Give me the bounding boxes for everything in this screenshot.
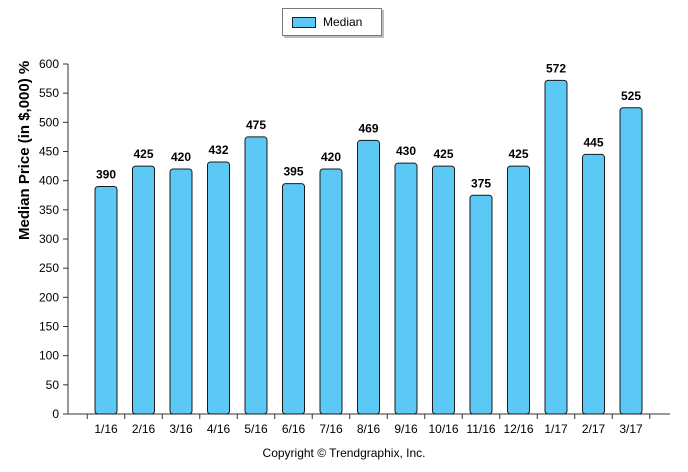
y-tick-label: 400 xyxy=(39,174,59,188)
bar xyxy=(244,136,268,415)
bar xyxy=(394,162,418,415)
y-tick-label: 50 xyxy=(46,378,60,392)
x-tick-label: 4/16 xyxy=(207,422,231,436)
x-tick-label: 8/16 xyxy=(357,422,381,436)
data-label: 430 xyxy=(396,144,416,158)
y-tick-label: 200 xyxy=(39,290,59,304)
x-tick-label: 6/16 xyxy=(282,422,306,436)
data-label: 375 xyxy=(471,176,491,190)
x-tick-label: 1/16 xyxy=(94,422,118,436)
legend-swatch-median xyxy=(292,17,316,28)
data-label: 390 xyxy=(96,168,116,182)
legend-label-median: Median xyxy=(323,15,363,29)
y-tick-label: 500 xyxy=(39,115,59,129)
bar xyxy=(357,139,380,415)
bar xyxy=(619,107,643,415)
bar xyxy=(94,186,118,415)
x-tick-label: 9/16 xyxy=(394,422,418,436)
data-label: 395 xyxy=(283,165,303,179)
data-label: 425 xyxy=(433,147,453,161)
bar xyxy=(282,183,305,415)
copyright-text: Copyright © Trendgraphix, Inc. xyxy=(262,446,426,460)
x-tick-label: 2/17 xyxy=(582,422,606,436)
x-tick-label: 11/16 xyxy=(466,422,495,436)
y-axis-label: Median Price (in $,000) % xyxy=(16,60,33,240)
x-tick-label: 10/16 xyxy=(428,422,458,436)
bar xyxy=(207,161,230,415)
y-tick-label: 300 xyxy=(39,232,59,246)
data-label: 420 xyxy=(321,150,341,164)
bar xyxy=(469,194,493,415)
data-label: 525 xyxy=(621,89,641,103)
x-tick-label: 5/16 xyxy=(244,422,268,436)
data-label: 572 xyxy=(546,61,566,75)
bar xyxy=(582,153,605,415)
x-tick-label: 3/17 xyxy=(619,422,643,436)
bar xyxy=(507,165,530,415)
data-label: 469 xyxy=(358,121,378,135)
y-tick-label: 350 xyxy=(39,203,59,217)
x-tick-label: 7/16 xyxy=(319,422,343,436)
y-tick-label: 450 xyxy=(39,145,59,159)
x-tick-label: 12/16 xyxy=(503,422,533,436)
y-tick-label: 0 xyxy=(52,407,59,421)
y-tick-label: 150 xyxy=(39,320,59,334)
y-tick-label: 250 xyxy=(39,261,59,275)
y-tick-label: 100 xyxy=(39,349,59,363)
bar xyxy=(319,168,343,415)
bar xyxy=(544,79,568,415)
x-tick-label: 2/16 xyxy=(132,422,156,436)
x-tick-label: 1/17 xyxy=(544,422,568,436)
bar xyxy=(169,168,193,415)
legend: Median xyxy=(282,8,382,36)
y-tick-label: 600 xyxy=(39,57,59,71)
y-tick-label: 550 xyxy=(39,86,59,100)
data-label: 432 xyxy=(208,143,228,157)
x-tick-label: 3/16 xyxy=(169,422,193,436)
bar xyxy=(132,165,155,415)
data-label: 425 xyxy=(508,147,528,161)
bar xyxy=(432,165,455,415)
data-label: 475 xyxy=(246,118,266,132)
data-label: 425 xyxy=(133,147,153,161)
data-label: 445 xyxy=(583,135,603,149)
data-label: 420 xyxy=(171,150,191,164)
